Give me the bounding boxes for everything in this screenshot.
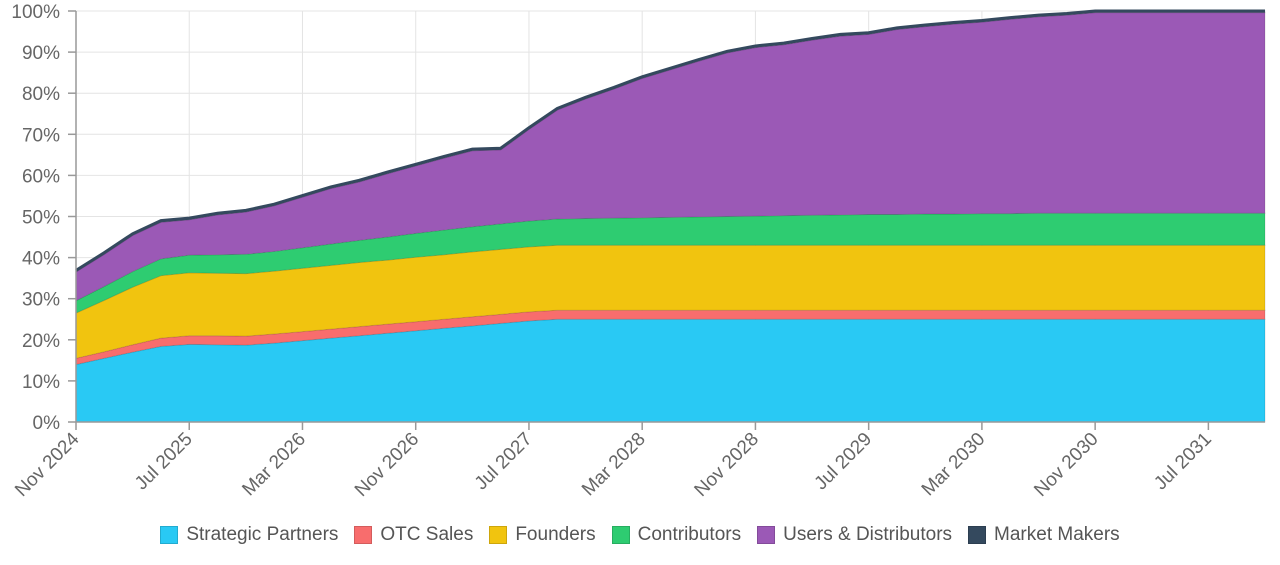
legend-label: Contributors (637, 524, 742, 545)
legend-label: Market Makers (994, 524, 1120, 545)
y-tick-label: 90% (22, 43, 60, 64)
legend-swatch (611, 526, 630, 544)
legend-label: Users & Distributors (783, 524, 953, 545)
y-tick-label: 0% (33, 413, 61, 434)
y-tick-label: 40% (22, 249, 60, 270)
legend-item[interactable]: Founders (489, 524, 596, 546)
x-tick-label: Jul 2029 (811, 429, 877, 495)
area-contributors (75, 212, 1266, 314)
legend-item[interactable]: OTC Sales (354, 524, 473, 546)
legend-swatch (489, 526, 508, 544)
x-tick-label: Nov 2024 (11, 428, 84, 501)
x-tick-label: Mar 2026 (238, 429, 310, 501)
x-tick-label: Jul 2031 (1150, 429, 1216, 495)
y-tick-label: 60% (22, 166, 60, 187)
legend-label: Strategic Partners (186, 524, 339, 545)
legend-item[interactable]: Users & Distributors (757, 524, 952, 546)
y-tick-label: 70% (22, 125, 60, 146)
market-makers-top-line (75, 9, 1265, 272)
legend: Strategic Partners OTC Sales Founders Contr… (0, 524, 1280, 546)
x-tick-label: Nov 2028 (691, 429, 763, 501)
legend-item[interactable]: Strategic Partners (160, 524, 338, 546)
y-axis-ticks: 0% 10% 20% 30% 40% 50% 60% 70% 80% 90% 100% (11, 2, 76, 434)
x-tick-label: Jul 2025 (131, 429, 197, 495)
legend-swatch (354, 526, 373, 544)
y-tick-label: 50% (22, 208, 60, 229)
y-tick-label: 20% (22, 331, 60, 352)
legend-label: OTC Sales (380, 524, 474, 545)
x-tick-label: Mar 2030 (918, 429, 990, 501)
y-tick-label: 80% (22, 84, 60, 105)
x-tick-label: Jul 2027 (471, 429, 537, 495)
legend-swatch (968, 526, 987, 544)
legend-item[interactable]: Market Makers (968, 524, 1120, 546)
y-tick-label: 100% (11, 2, 60, 23)
series-areas (75, 9, 1266, 423)
x-tick-label: Mar 2028 (578, 429, 650, 501)
legend-label: Founders (515, 524, 596, 545)
x-tick-label: Nov 2026 (351, 429, 423, 501)
stacked-area-chart: 0% 10% 20% 30% 40% 50% 60% 70% 80% 90% 100% Nov 20… (11, 2, 1266, 501)
legend-item[interactable]: Contributors (611, 524, 742, 546)
x-axis-ticks: Nov 2024 Jul 2025 Mar 2026 Nov 2026 Jul 2027… (11, 422, 1216, 501)
legend-swatch (757, 526, 776, 544)
legend-swatch (160, 526, 179, 544)
y-tick-label: 30% (22, 290, 60, 311)
y-tick-label: 10% (22, 372, 60, 393)
x-tick-label: Nov 2030 (1030, 429, 1102, 501)
